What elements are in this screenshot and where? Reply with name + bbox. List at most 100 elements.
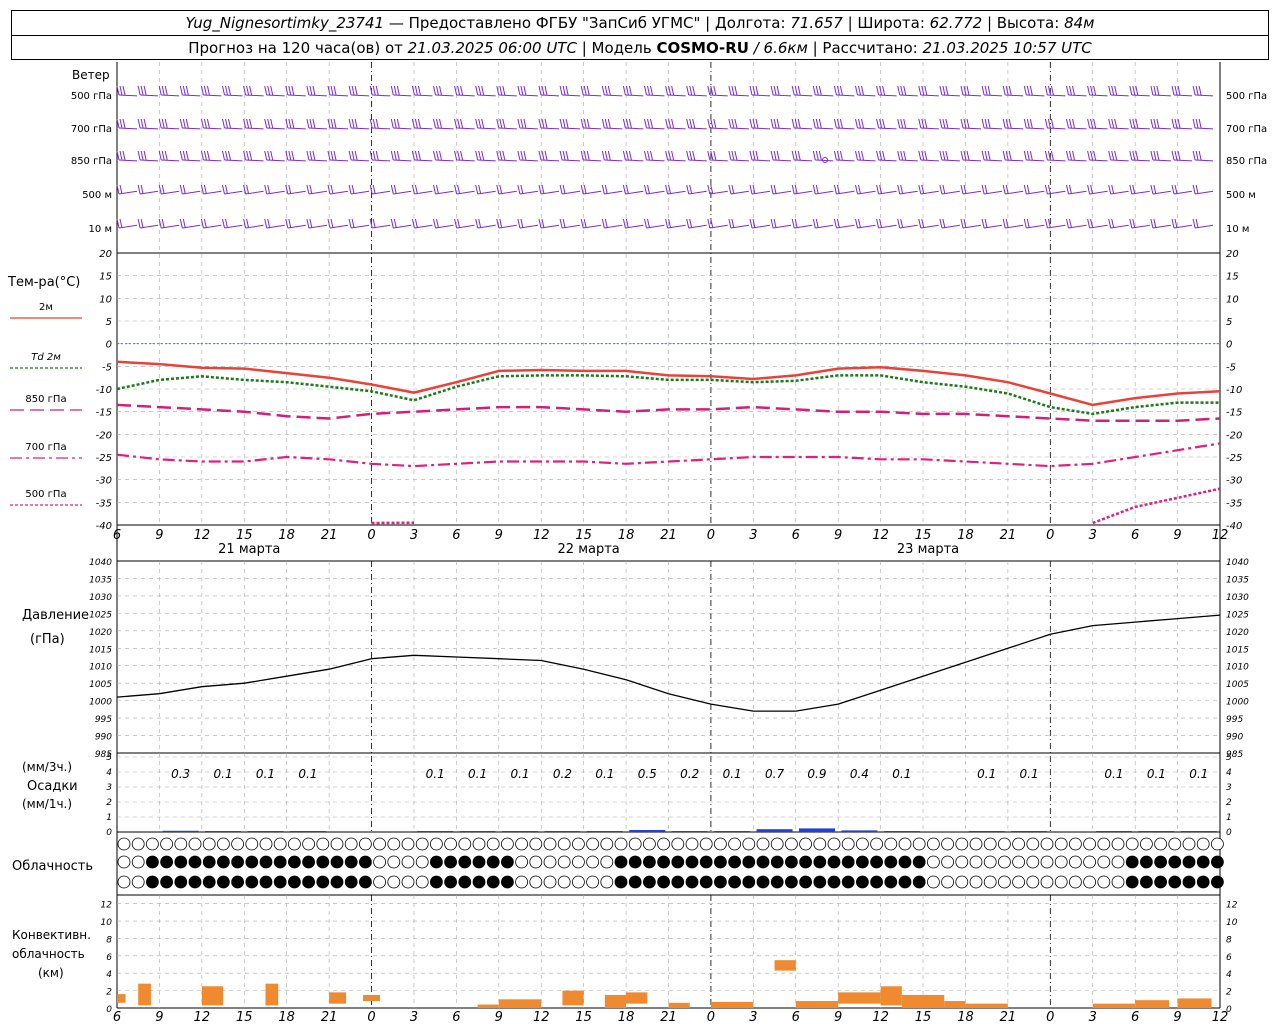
wind-barb-feather — [203, 184, 207, 195]
wind-barb-feather — [414, 118, 418, 129]
wind-barb — [433, 118, 454, 130]
cloud-cover-icon — [827, 855, 841, 869]
calc-time: 21.03.2025 10:57 UTC — [922, 39, 1092, 57]
wind-barb — [1044, 118, 1066, 130]
cloud-cover-icon — [614, 875, 628, 889]
wind-barb-staff — [435, 159, 454, 162]
wind-barb-feather — [794, 184, 798, 195]
conv-tick-left: 2 — [106, 988, 112, 998]
wind-barb — [264, 150, 285, 162]
cloud-cover-icon — [841, 837, 855, 851]
cloud-cover-icon — [941, 855, 954, 869]
wind-barb — [918, 218, 939, 229]
wind-barb-feather — [137, 218, 141, 229]
wind-barb-feather — [1087, 150, 1091, 161]
cloud-cover-icon — [699, 837, 713, 851]
hour-tick-label: 15 — [575, 528, 592, 543]
cloud-cover-icon — [188, 837, 202, 851]
wind-barb-staff — [308, 127, 327, 130]
wind-barb-feather — [541, 118, 545, 129]
wind-barb-staff — [1047, 94, 1066, 97]
wind-barb-feather — [327, 184, 331, 195]
cloud-cover-icon — [1211, 837, 1224, 851]
wind-barb-feather — [707, 184, 711, 195]
cloud-cover-icon — [657, 855, 670, 869]
wind-barb-feather — [457, 218, 461, 229]
hour-tick-label: 6 — [792, 1010, 800, 1024]
wind-barb-staff — [519, 159, 538, 162]
wind-barb-feather — [330, 118, 334, 129]
wind-barb-feather — [264, 118, 268, 129]
wind-barb — [1108, 150, 1129, 162]
wind-barb — [960, 218, 982, 229]
cloud-cover-icon — [1125, 875, 1139, 889]
wind-barb-feather — [499, 85, 503, 96]
wind-barb-staff — [857, 159, 876, 162]
wind-barb — [960, 85, 982, 97]
wind-barb — [855, 184, 876, 195]
wind-barb-feather — [288, 118, 292, 129]
wind-barb — [939, 184, 960, 195]
wind-barb-feather — [580, 184, 584, 195]
wind-barb-feather — [836, 184, 840, 195]
wind-barb-feather — [454, 184, 458, 195]
cloud-cover-icon — [728, 837, 741, 851]
conv-cloud-bar — [901, 994, 945, 1008]
wind-barb-feather — [267, 184, 271, 195]
wind-barb-feather — [836, 85, 840, 96]
wind-barb — [728, 85, 749, 97]
wind-barb-staff — [435, 127, 454, 130]
cloud-cover-icon — [983, 855, 997, 869]
wind-barb — [285, 184, 306, 195]
lat-value: 62.772 — [929, 14, 983, 32]
wind-barb — [454, 218, 475, 229]
wind-barb — [1129, 118, 1150, 130]
wind-barb-staff — [773, 127, 792, 130]
wind-barb-feather — [939, 85, 943, 96]
wind-barb-staff — [456, 159, 475, 162]
wind-barb-feather — [369, 184, 373, 195]
wind-barb — [580, 184, 602, 195]
wind-barb — [1171, 184, 1193, 195]
wind-barb — [454, 118, 475, 130]
hour-tick-label: 3 — [749, 528, 757, 543]
wind-barb-feather — [876, 218, 880, 229]
cloud-cover-icon — [827, 875, 841, 889]
wind-barb-feather — [773, 218, 777, 229]
wind-barb-feather — [309, 118, 313, 129]
wind-barb — [116, 85, 138, 97]
hour-tick-label: 18 — [957, 528, 974, 543]
cloud-cover-icon — [927, 875, 940, 889]
hour-tick-label: 9 — [155, 1010, 163, 1024]
cloud-cover-icon — [429, 875, 443, 889]
cloud-cover-icon — [472, 837, 486, 851]
pressure-tick-right: 990 — [1226, 733, 1243, 743]
cloud-cover-icon — [401, 837, 415, 851]
wind-barb — [411, 118, 433, 130]
cloud-cover-icon — [1111, 875, 1125, 889]
wind-barb-feather — [1050, 85, 1054, 96]
wind-barb-feather — [728, 85, 732, 96]
wind-barb — [158, 184, 180, 195]
cloud-cover-icon — [884, 875, 898, 889]
precip-sum-label: 0.2 — [680, 767, 699, 781]
wind-barb-staff — [625, 94, 644, 97]
precip-sum-label: 0.1 — [1104, 767, 1123, 781]
wind-barb-staff — [857, 127, 876, 130]
wind-barb-feather — [1029, 118, 1033, 129]
wind-barb-feather — [327, 150, 331, 161]
wind-barb-feather — [876, 184, 880, 195]
wind-barb-staff — [287, 94, 306, 97]
wind-barb-feather — [818, 85, 822, 96]
precip-bar — [798, 828, 835, 832]
wind-barb — [454, 184, 475, 195]
wind-barb-feather — [921, 184, 925, 195]
cloud-cover-icon — [799, 855, 812, 869]
wind-barb-feather — [1132, 118, 1136, 129]
wind-barb — [1044, 218, 1066, 229]
wind-barb-feather — [454, 150, 458, 161]
hour-tick-label: 6 — [1131, 528, 1139, 543]
wind-barb-feather — [818, 150, 822, 161]
wind-barb-feather — [749, 118, 753, 129]
temp-tick-left: 10 — [99, 294, 112, 305]
